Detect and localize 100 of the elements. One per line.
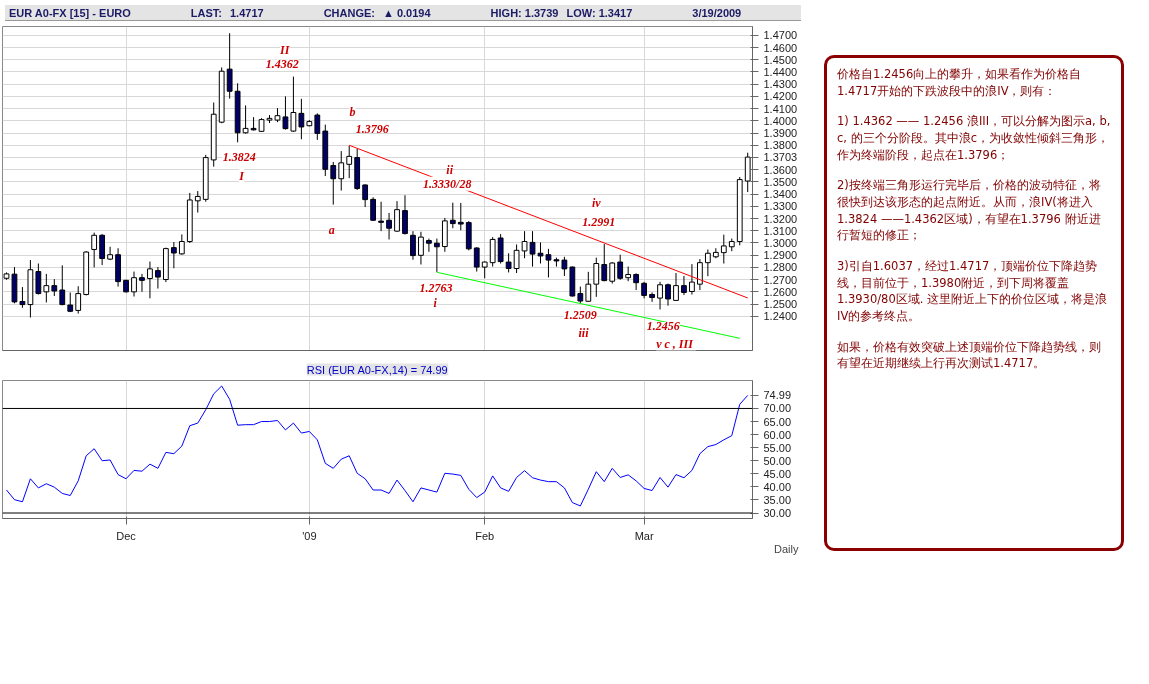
text: EUR A0-FX [15] - EURO: [9, 7, 131, 19]
candlestick: [362, 183, 369, 208]
annotation: a: [328, 222, 335, 237]
annotation: ii: [446, 162, 454, 177]
candlestick: [433, 238, 440, 273]
y-tick-label: 1.3900: [763, 127, 798, 140]
candlestick: [617, 254, 624, 281]
y-tick-label: 1.4300: [763, 78, 798, 91]
candlestick: [720, 234, 727, 265]
candlestick: [330, 161, 337, 206]
y-tick-label: 1.2700: [763, 273, 798, 286]
annotation: iii: [578, 326, 590, 341]
text: ▲ 0.0194: [383, 7, 431, 19]
candlestick: [704, 248, 711, 277]
text: LAST:: [190, 7, 222, 19]
candlestick: [505, 252, 512, 273]
candlestick: [744, 152, 751, 193]
x-tick-label: Dec: [116, 529, 137, 542]
y-tick-label: 1.3500: [763, 175, 798, 188]
text: 3)引自1.6037，经过1.4717，顶端价位下降趋势线，目前位于，1.3980附近，到下周将覆盖1.3930/80区域. 这里附近上下的价位区域，将是浪IV的参考终点。: [837, 258, 1109, 325]
y-tick-label: 30.00: [763, 507, 792, 520]
candlestick: [513, 243, 520, 274]
y-tick-label: 1.4600: [763, 41, 798, 54]
candlestick: [473, 246, 480, 273]
y-tick-label: 1.3000: [763, 236, 798, 249]
candlestick: [346, 145, 353, 179]
x-tick-label: Mar: [634, 529, 654, 542]
candlestick: [673, 272, 679, 302]
y-tick-label: 60.00: [763, 428, 792, 441]
y-tick-label: 1.3703: [763, 151, 798, 164]
text: 3/19/2009: [692, 7, 742, 19]
annotation: II: [278, 43, 291, 58]
annotation: 1.3824: [222, 150, 256, 165]
y-tick-label: 40.00: [763, 480, 792, 493]
candlestick: [426, 238, 432, 253]
y-tick-label: 55.00: [763, 441, 792, 454]
candlestick: [609, 261, 616, 285]
candlestick: [298, 98, 305, 140]
y-tick-label: 1.4000: [763, 114, 798, 127]
candlestick: [457, 202, 464, 231]
y-tick-label: 1.2800: [763, 261, 798, 274]
y-tick-label: 1.2600: [763, 285, 798, 298]
y-tick-label: 1.2400: [763, 310, 798, 323]
y-tick-label: 1.3400: [763, 188, 798, 201]
candlestick: [19, 286, 26, 309]
text: 如果，价格有效突破上述顶端价位下降趋势线，则有望在近期继续上行再次测试1.4717。: [837, 338, 1102, 373]
candlestick: [178, 233, 185, 256]
candlestick: [394, 200, 400, 233]
candlestick: [601, 243, 608, 282]
candlestick: [370, 196, 377, 222]
candlestick: [378, 201, 384, 232]
y-tick-label: 1.2500: [763, 298, 798, 311]
y-tick-label: 1.4400: [763, 65, 798, 78]
annotation: i: [433, 296, 438, 311]
candlestick: [75, 285, 82, 315]
candlestick: [593, 257, 600, 298]
candlestick: [147, 261, 153, 299]
text: 价格自1.2456向上的攀升，如果看作为价格自1.4717开始的下跌波段中的浪IV，则有：: [837, 66, 1083, 100]
annotation: 1.3330/28: [423, 176, 472, 191]
annotation: 1.4362: [265, 56, 299, 71]
annotation: b: [349, 105, 356, 120]
annotation: iv: [591, 196, 602, 211]
y-tick-label: 74.99: [763, 389, 792, 402]
text: 1) 1.4362 —— 1.2456 浪III，可以分解为图示a, b, c, 的三个分阶段。其中浪c，为收敛性倾斜三角形，作为终端阶段，起点在1.3796；: [837, 113, 1111, 164]
candlestick: [649, 291, 655, 303]
y-tick-label: 1.3800: [763, 139, 798, 152]
candlestick: [561, 256, 568, 277]
candlestick: [59, 264, 66, 306]
y-tick-label: 1.3200: [763, 212, 798, 225]
y-tick-label: 1.2900: [763, 249, 798, 262]
line-series: [5, 385, 749, 507]
candlestick: [131, 271, 137, 297]
candlestick: [657, 281, 663, 310]
x-tick-label: '09: [302, 529, 317, 542]
text: 2)按终端三角形运行完毕后，价格的波动特征，将很快到达该形态的起点附近。从而，浪IV(将进入1.3824 ——1.4362区域)，有望在1.3796 附近进行暂短的修正；: [837, 177, 1102, 245]
candlestick: [633, 272, 640, 291]
y-tick-label: 65.00: [763, 415, 792, 428]
candlestick: [155, 266, 161, 290]
y-tick-label: 1.3100: [763, 224, 798, 237]
candlestick: [194, 190, 201, 214]
candlestick: [139, 273, 145, 293]
annotation: 1.2763: [419, 281, 453, 296]
y-tick-label: 45.00: [763, 467, 792, 480]
y-tick-label: 1.4500: [763, 53, 798, 66]
annotation: 1.2509: [563, 308, 597, 323]
candlestick: [170, 241, 177, 269]
candlestick: [418, 231, 424, 265]
candlestick: [35, 263, 42, 296]
text: HIGH: 1.3739: [490, 7, 559, 19]
y-tick-label: 35.00: [763, 493, 792, 506]
candlestick: [91, 232, 98, 268]
candlestick: [43, 273, 50, 303]
text: LOW: 1.3417: [566, 7, 633, 19]
y-tick-label: 1.4700: [763, 29, 798, 42]
text: 1.4717: [230, 7, 264, 19]
candlestick: [290, 76, 297, 133]
y-tick-label: 1.4200: [763, 90, 798, 103]
y-tick-label: 70.00: [763, 402, 792, 415]
candlestick: [226, 32, 233, 100]
candlestick: [497, 233, 504, 265]
